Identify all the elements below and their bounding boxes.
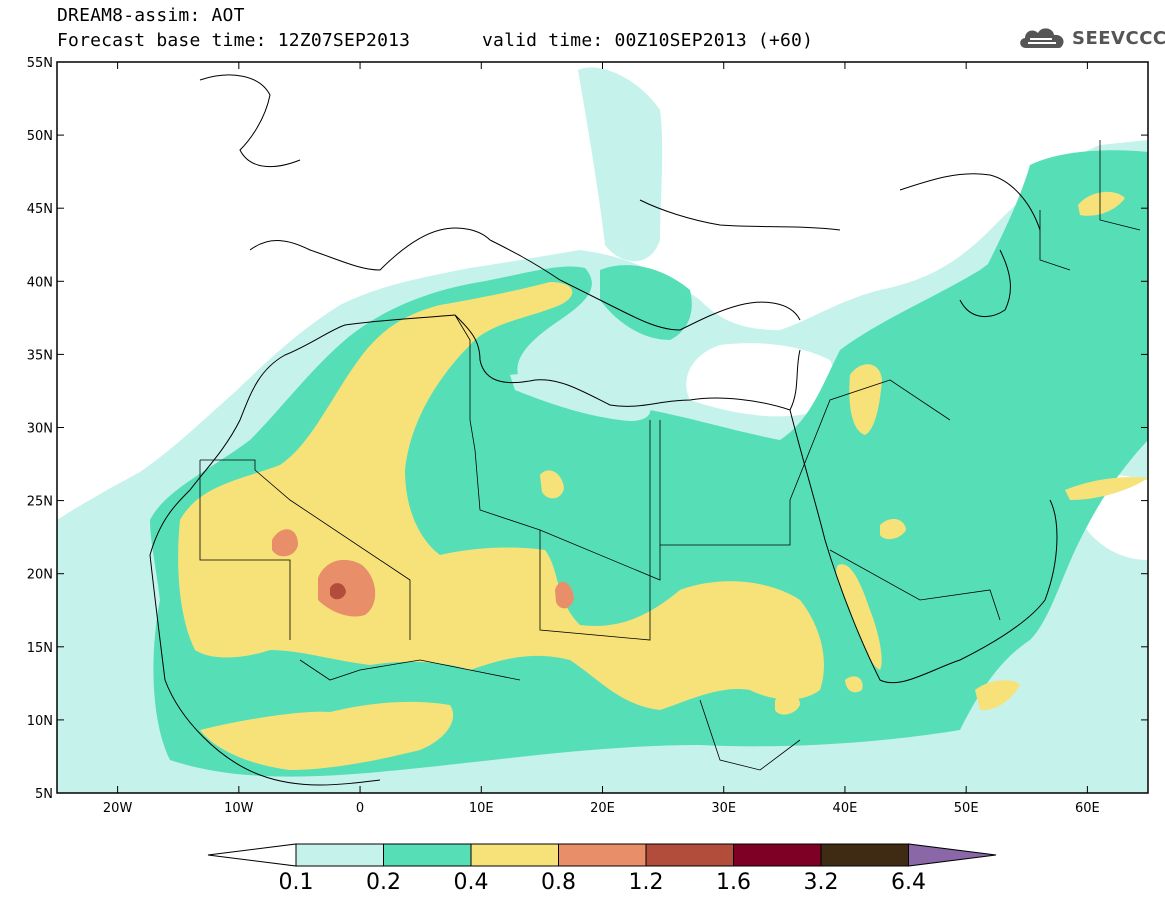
logo-text: SEEVCCC (1072, 27, 1165, 49)
colorbar-over-arrow (908, 843, 997, 867)
colorbar-swatch (820, 843, 909, 867)
lat-tick-label: 40N (27, 275, 53, 290)
latitude-axis: 55N 50N 45N 40N 35N 30N 25N 20N 15N 10N 5N (27, 56, 1148, 802)
colorbar-label: 0.1 (279, 870, 314, 895)
lon-tick-label: 40E (833, 801, 858, 816)
lon-tick-label: 50E (954, 801, 979, 816)
aot-contour-0.4-gulf (200, 701, 454, 770)
colorbar-label: 0.4 (454, 870, 489, 895)
colorbar-swatch (733, 843, 822, 867)
colorbar-swatch (295, 843, 384, 867)
colorbar-swatch (558, 843, 647, 867)
colorbar-under-arrow (207, 843, 297, 867)
cloud-icon (1020, 28, 1064, 48)
longitude-axis: 20W 10W 0 10E 20E 30E 40E 50E 60E (103, 62, 1100, 816)
aot-contour-0.2-greece (600, 265, 692, 340)
colorbar-label: 0.2 (366, 870, 401, 895)
lon-tick-label: 60E (1075, 801, 1100, 816)
lat-tick-label: 30N (27, 422, 53, 437)
lon-tick-label: 20W (103, 801, 133, 816)
lat-tick-label: 5N (35, 787, 53, 802)
lon-tick-label: 20E (590, 801, 615, 816)
aot-contour-0.2-caspian (979, 150, 1148, 320)
forecast-base-time: Forecast base time: 12Z07SEP2013 (57, 30, 411, 51)
aot-field (57, 67, 1148, 793)
lat-tick-label: 25N (27, 495, 53, 510)
seevccc-logo: SEEVCCC (1016, 24, 1165, 52)
lon-tick-label: 10W (224, 801, 254, 816)
lat-tick-label: 10N (27, 714, 53, 729)
colorbar-swatch (383, 843, 472, 867)
colorbar-swatch (470, 843, 559, 867)
colorbar-label: 1.6 (716, 870, 751, 895)
colorbar-swatch (645, 843, 734, 867)
lat-tick-label: 45N (27, 202, 53, 217)
lat-tick-label: 20N (27, 568, 53, 583)
colorbar-label: 0.8 (541, 870, 576, 895)
lat-tick-label: 50N (27, 129, 53, 144)
valid-time: valid time: 00Z10SEP2013 (+60) (482, 30, 814, 51)
lon-tick-label: 0 (356, 801, 364, 816)
lon-tick-label: 10E (469, 801, 494, 816)
colorbar-label: 6.4 (891, 870, 926, 895)
aot-contour-1.2 (330, 583, 346, 600)
lat-tick-label: 55N (27, 56, 53, 71)
lon-tick-label: 30E (711, 801, 736, 816)
plot-title: DREAM8-assim: AOT (57, 5, 245, 26)
colorbar-label: 1.2 (629, 870, 664, 895)
coastlines (149, 74, 1058, 786)
lat-tick-label: 35N (27, 348, 53, 363)
aot-contour-0.8 (318, 559, 376, 617)
colorbar: 0.1 0.2 0.4 0.8 1.2 1.6 3.2 6.4 (207, 843, 997, 895)
aot-contour-0.1-balkans (578, 67, 663, 262)
colorbar-label: 3.2 (804, 870, 839, 895)
country-borders (199, 140, 1141, 771)
lat-tick-label: 15N (27, 641, 53, 656)
